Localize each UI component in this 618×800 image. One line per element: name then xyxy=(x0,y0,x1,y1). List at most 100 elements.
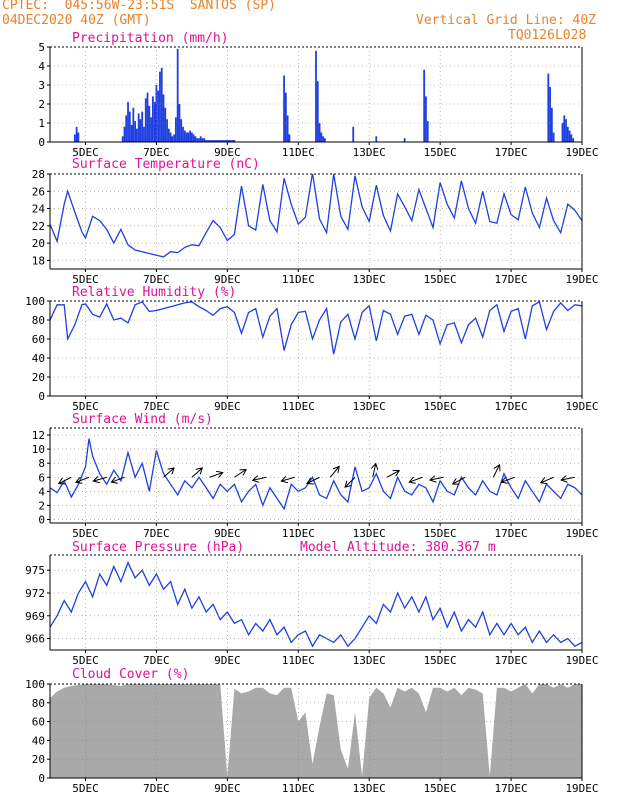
wind-arrow xyxy=(234,469,246,478)
x-tick-label: 9DEC xyxy=(214,782,241,795)
precip-bar xyxy=(155,85,158,142)
x-tick-label: 15DEC xyxy=(424,146,457,159)
precip-bar xyxy=(552,132,555,142)
y-tick-label: 40 xyxy=(32,352,45,365)
wind-arrow xyxy=(209,473,223,478)
panel-title: Relative Humidity (%) xyxy=(72,285,236,300)
y-tick-label: 80 xyxy=(32,314,45,327)
precip-bar xyxy=(173,134,176,142)
precip-bar xyxy=(284,92,287,142)
y-tick-label: 20 xyxy=(32,371,45,384)
header-date-line: 04DEC2020 40Z (GMT) xyxy=(2,13,151,28)
wind-arrow xyxy=(307,476,320,483)
y-tick-label: 40 xyxy=(32,734,45,747)
x-tick-label: 13DEC xyxy=(353,527,386,540)
y-tick-label: 975 xyxy=(25,564,45,577)
precip-bar xyxy=(199,136,202,142)
x-tick-label: 5DEC xyxy=(72,527,99,540)
x-tick-label: 9DEC xyxy=(214,527,241,540)
precip-bar xyxy=(175,117,177,142)
precip-bar xyxy=(206,140,209,142)
y-tick-label: 60 xyxy=(32,716,45,729)
x-tick-label: 11DEC xyxy=(282,527,315,540)
y-tick-label: 22 xyxy=(32,220,45,233)
x-tick-label: 11DEC xyxy=(282,782,315,795)
x-tick-label: 15DEC xyxy=(424,654,457,667)
wind-arrow xyxy=(59,476,72,483)
x-tick-label: 11DEC xyxy=(282,146,315,159)
x-tick-label: 17DEC xyxy=(495,400,528,413)
precip-bar xyxy=(196,138,199,142)
precip-bar xyxy=(318,123,321,142)
precip-bar xyxy=(151,96,154,142)
precip-bar xyxy=(568,130,571,142)
wind-arrow xyxy=(453,476,466,484)
panel-title: Surface Wind (m/s) xyxy=(72,412,213,427)
precip-bar xyxy=(352,126,355,142)
wind-arrow xyxy=(409,476,423,482)
x-tick-label: 19DEC xyxy=(565,782,598,795)
precip-bar xyxy=(283,75,285,142)
precip-bar xyxy=(190,132,193,142)
y-tick-label: 969 xyxy=(25,610,45,623)
precip-bar xyxy=(215,140,218,142)
precip-bar xyxy=(315,50,317,142)
panel-title: Surface Pressure (hPa) xyxy=(72,540,244,555)
precip-bar xyxy=(375,136,378,142)
wind-arrow xyxy=(541,476,554,483)
x-tick-label: 17DEC xyxy=(495,273,528,286)
x-tick-label: 13DEC xyxy=(353,400,386,413)
x-tick-label: 7DEC xyxy=(143,527,170,540)
precip-bar xyxy=(286,115,289,142)
precip-bar xyxy=(233,140,236,142)
wind-arrow xyxy=(329,467,339,478)
y-tick-label: 80 xyxy=(32,697,45,710)
precip-bar xyxy=(127,102,129,142)
x-tick-label: 13DEC xyxy=(353,146,386,159)
x-tick-label: 7DEC xyxy=(143,273,170,286)
precip-bar xyxy=(572,138,575,142)
wind-arrow xyxy=(191,468,202,478)
precip-bar xyxy=(426,121,429,142)
x-tick-label: 13DEC xyxy=(353,782,386,795)
y-tick-label: 966 xyxy=(25,633,45,646)
precip-bar xyxy=(214,140,216,142)
precip-bar xyxy=(194,136,197,142)
y-tick-label: 0 xyxy=(38,136,45,149)
y-tick-label: 28 xyxy=(32,168,45,181)
y-tick-label: 12 xyxy=(32,429,45,442)
panel-title: Cloud Cover (%) xyxy=(72,667,189,682)
wind-arrow xyxy=(76,476,90,482)
x-tick-label: 11DEC xyxy=(282,273,315,286)
precip-bar xyxy=(160,67,163,142)
precip-bar xyxy=(153,102,156,142)
cloud-cover-area xyxy=(50,684,582,778)
precip-bar xyxy=(203,138,206,142)
series-line-2 xyxy=(50,301,582,355)
y-tick-label: 20 xyxy=(32,753,45,766)
x-tick-label: 5DEC xyxy=(72,146,99,159)
y-tick-label: 60 xyxy=(32,333,45,346)
precip-bar xyxy=(320,132,323,142)
x-tick-label: 11DEC xyxy=(282,654,315,667)
x-tick-label: 13DEC xyxy=(353,273,386,286)
precip-bar xyxy=(143,126,145,142)
y-tick-label: 8 xyxy=(38,457,45,470)
precip-bar xyxy=(157,90,160,142)
precip-bar xyxy=(164,107,167,142)
precip-bar xyxy=(231,140,234,142)
precip-bar xyxy=(159,71,161,142)
precip-bar xyxy=(137,113,140,142)
precip-bar xyxy=(125,115,128,142)
y-tick-label: 100 xyxy=(25,678,45,691)
precip-bar xyxy=(183,130,186,142)
precip-bar xyxy=(176,48,179,142)
y-tick-label: 18 xyxy=(32,254,45,267)
precip-bar xyxy=(171,136,174,142)
precip-bar xyxy=(180,119,183,142)
x-tick-label: 15DEC xyxy=(424,273,457,286)
precip-bar xyxy=(167,128,170,142)
precip-bar xyxy=(135,128,138,142)
precip-bar xyxy=(187,132,190,142)
